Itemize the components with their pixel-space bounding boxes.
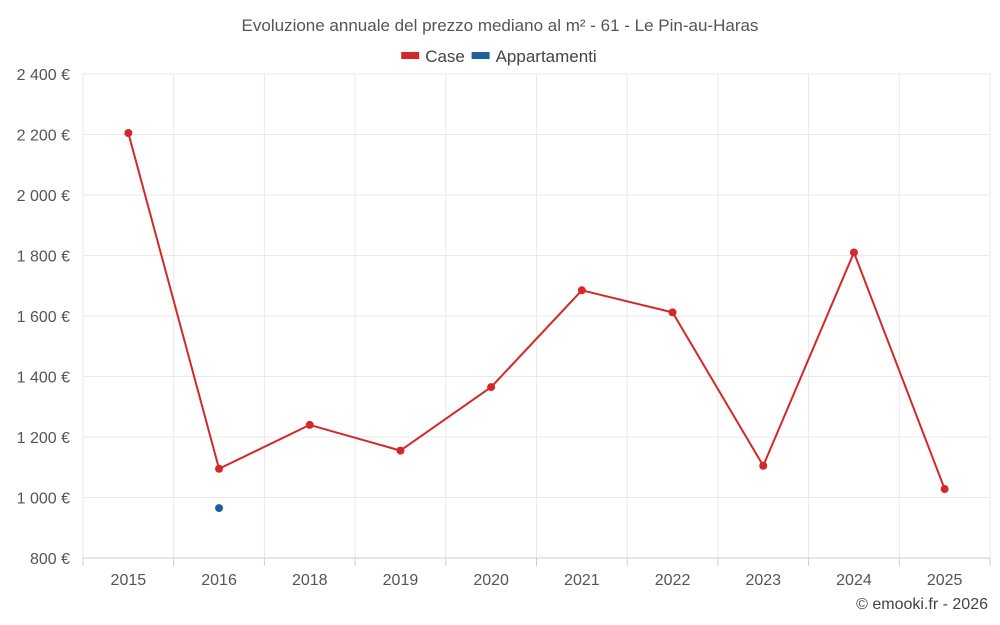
grid (82, 73, 991, 566)
x-tick-label: 2020 (473, 572, 509, 589)
legend-item-case: Case (401, 47, 465, 66)
x-tick-label: 2024 (836, 572, 872, 589)
x-axis-ticks: 2015 2016 2018 2019 2020 2021 2022 2023 2024 2025 (111, 572, 963, 589)
data-point (396, 446, 405, 455)
series-appartamenti (215, 504, 224, 513)
y-tick-label: 1 000 € (17, 491, 70, 508)
y-tick-label: 1 200 € (17, 430, 70, 447)
x-tick-label: 2016 (201, 572, 237, 589)
data-point (940, 485, 949, 494)
data-point (487, 383, 496, 392)
legend-swatch (471, 52, 490, 59)
x-tick-label: 2022 (655, 572, 691, 589)
y-tick-label: 800 € (30, 551, 70, 568)
series-layer (124, 128, 949, 513)
legend-label: Case (425, 47, 465, 66)
data-point (759, 461, 768, 470)
legend-swatch (401, 52, 420, 59)
legend-item-appartamenti: Appartamenti (471, 47, 597, 66)
data-point (124, 128, 133, 137)
data-point (305, 420, 314, 429)
data-point (668, 308, 677, 317)
x-tick-label: 2015 (111, 572, 147, 589)
y-tick-label: 2 400 € (17, 67, 70, 84)
y-tick-label: 1 800 € (17, 249, 70, 266)
chart-title: Evoluzione annuale del prezzo mediano al… (242, 16, 759, 35)
y-tick-label: 2 000 € (17, 188, 70, 205)
x-tick-label: 2018 (292, 572, 328, 589)
y-tick-label: 1 400 € (17, 370, 70, 387)
y-axis-ticks: 800 € 1 000 € 1 200 € 1 400 € 1 600 € 1 800 €… (17, 67, 70, 568)
data-point (215, 464, 224, 473)
series-line-case (127, 132, 946, 490)
credit-text: © emooki.fr - 2026 (856, 596, 988, 613)
legend-label: Appartamenti (496, 47, 597, 66)
legend: Case Appartamenti (401, 47, 597, 66)
y-tick-label: 1 600 € (17, 309, 70, 326)
x-tick-label: 2023 (745, 572, 781, 589)
series-case (124, 128, 949, 494)
data-point (215, 504, 224, 513)
y-tick-label: 2 200 € (17, 128, 70, 145)
data-point (849, 248, 858, 257)
x-tick-label: 2025 (927, 572, 963, 589)
data-point (577, 286, 586, 295)
x-tick-label: 2021 (564, 572, 600, 589)
x-tick-label: 2019 (383, 572, 419, 589)
